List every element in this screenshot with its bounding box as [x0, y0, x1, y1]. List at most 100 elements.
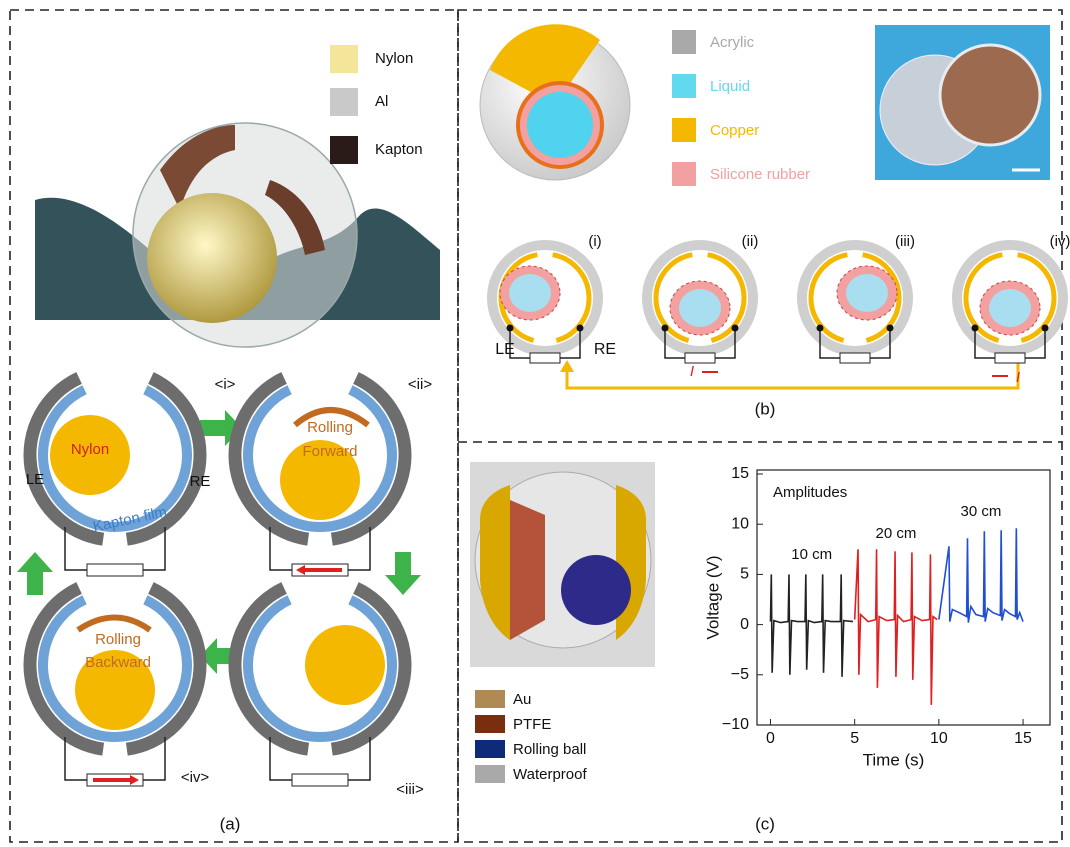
legend-swatch	[672, 162, 696, 186]
kapton-film	[243, 385, 397, 532]
copper-electrode	[653, 252, 693, 343]
liquid	[846, 274, 888, 312]
legend-label: Copper	[710, 122, 759, 139]
terminal	[731, 324, 739, 332]
legend-swatch	[672, 118, 696, 142]
au-electrode	[480, 485, 510, 640]
ball-label: Nylon	[71, 441, 109, 458]
series-label: 30 cm	[961, 503, 1002, 520]
current-label: I	[1016, 369, 1020, 386]
terminal	[1041, 324, 1049, 332]
al-electrode	[228, 372, 310, 546]
legend-label: Nylon	[375, 50, 413, 67]
stage-label: (iii)	[895, 233, 915, 250]
legend-swatch	[330, 136, 358, 164]
al-electrode	[23, 582, 105, 756]
arrow	[17, 552, 53, 595]
resistor	[86, 563, 144, 577]
terminal	[886, 324, 894, 332]
electrode-label: RE	[190, 473, 211, 490]
series-line	[853, 549, 938, 705]
y-tick-label: 0	[740, 616, 749, 633]
liquid	[679, 289, 721, 327]
resistor	[839, 352, 871, 364]
legend-swatch	[330, 45, 358, 73]
al-electrode	[228, 582, 310, 756]
legend-label: Rolling ball	[513, 741, 586, 758]
rolling-label: Backward	[85, 654, 151, 671]
y-tick-label: 5	[740, 566, 749, 583]
current-arrow	[93, 775, 139, 785]
legend-label: Liquid	[710, 78, 750, 95]
stage-label: <iv>	[181, 769, 210, 786]
x-axis-label: Time (s)	[863, 750, 925, 769]
series-label: 20 cm	[875, 525, 916, 542]
panel-a-frame	[9, 9, 459, 843]
copper-electrode	[707, 252, 747, 343]
liquid	[509, 274, 551, 312]
nylon-ball	[75, 650, 155, 730]
resistor	[684, 352, 716, 364]
legend-label: Waterproof	[513, 766, 587, 783]
electrode-label: LE	[26, 471, 44, 488]
legend-swatch	[672, 30, 696, 54]
al-electrode	[330, 582, 412, 756]
kapton-film	[38, 385, 192, 532]
series-label: 10 cm	[791, 546, 832, 563]
resistor	[529, 352, 561, 364]
y-tick-label: 10	[731, 515, 749, 532]
liquid	[989, 289, 1031, 327]
stage-label: (ii)	[742, 233, 759, 250]
liquid	[527, 92, 593, 158]
kapton-film	[243, 595, 397, 742]
legend-swatch	[475, 765, 505, 783]
rolling-label: Forward	[302, 443, 357, 460]
arrow	[385, 552, 421, 595]
legend-swatch	[475, 690, 505, 708]
x-tick-label: 10	[930, 730, 948, 747]
nylon-ball	[305, 625, 385, 705]
electrode-label: RE	[594, 341, 616, 358]
kapton-strip	[160, 125, 235, 210]
legend-swatch	[672, 74, 696, 98]
copper-electrode	[1017, 252, 1057, 343]
panel-bc-frame	[457, 9, 1063, 843]
terminal	[506, 324, 514, 332]
legend-label: Kapton	[375, 141, 423, 158]
legend-swatch	[475, 740, 505, 758]
kapton-strip	[265, 180, 325, 255]
legend-label: Acrylic	[710, 34, 755, 51]
y-tick-label: −5	[731, 666, 749, 683]
current-arrow	[296, 565, 342, 575]
y-tick-label: 15	[731, 465, 749, 482]
plot-frame	[756, 469, 1051, 726]
current-label: I	[690, 363, 694, 380]
resistor	[291, 773, 349, 787]
copper-cutaway	[490, 24, 600, 105]
rolling-label: Rolling	[95, 631, 141, 648]
legend-swatch	[330, 88, 358, 116]
terminal	[661, 324, 669, 332]
legend-swatch	[475, 715, 505, 733]
terminal	[576, 324, 584, 332]
x-tick-label: 5	[850, 730, 859, 747]
stage-label: (i)	[588, 233, 601, 250]
rolling-label: Rolling	[307, 419, 353, 436]
cycle-arrow-head	[560, 360, 574, 372]
stage-label: <ii>	[408, 376, 432, 393]
x-tick-label: 0	[766, 730, 775, 747]
stage-label: (iv)	[1050, 233, 1070, 250]
caption: (b)	[755, 399, 776, 418]
al-electrode	[125, 582, 207, 756]
caption: (a)	[220, 814, 241, 833]
chart-title: Amplitudes	[773, 484, 847, 501]
electrode-label: LE	[495, 341, 515, 358]
al-electrode	[23, 372, 105, 546]
legend-label: Au	[513, 691, 531, 708]
cycle-arrow	[565, 362, 1020, 390]
nylon-ball	[50, 415, 130, 495]
y-tick-label: −10	[722, 716, 749, 733]
ptfe-layer	[510, 500, 545, 640]
